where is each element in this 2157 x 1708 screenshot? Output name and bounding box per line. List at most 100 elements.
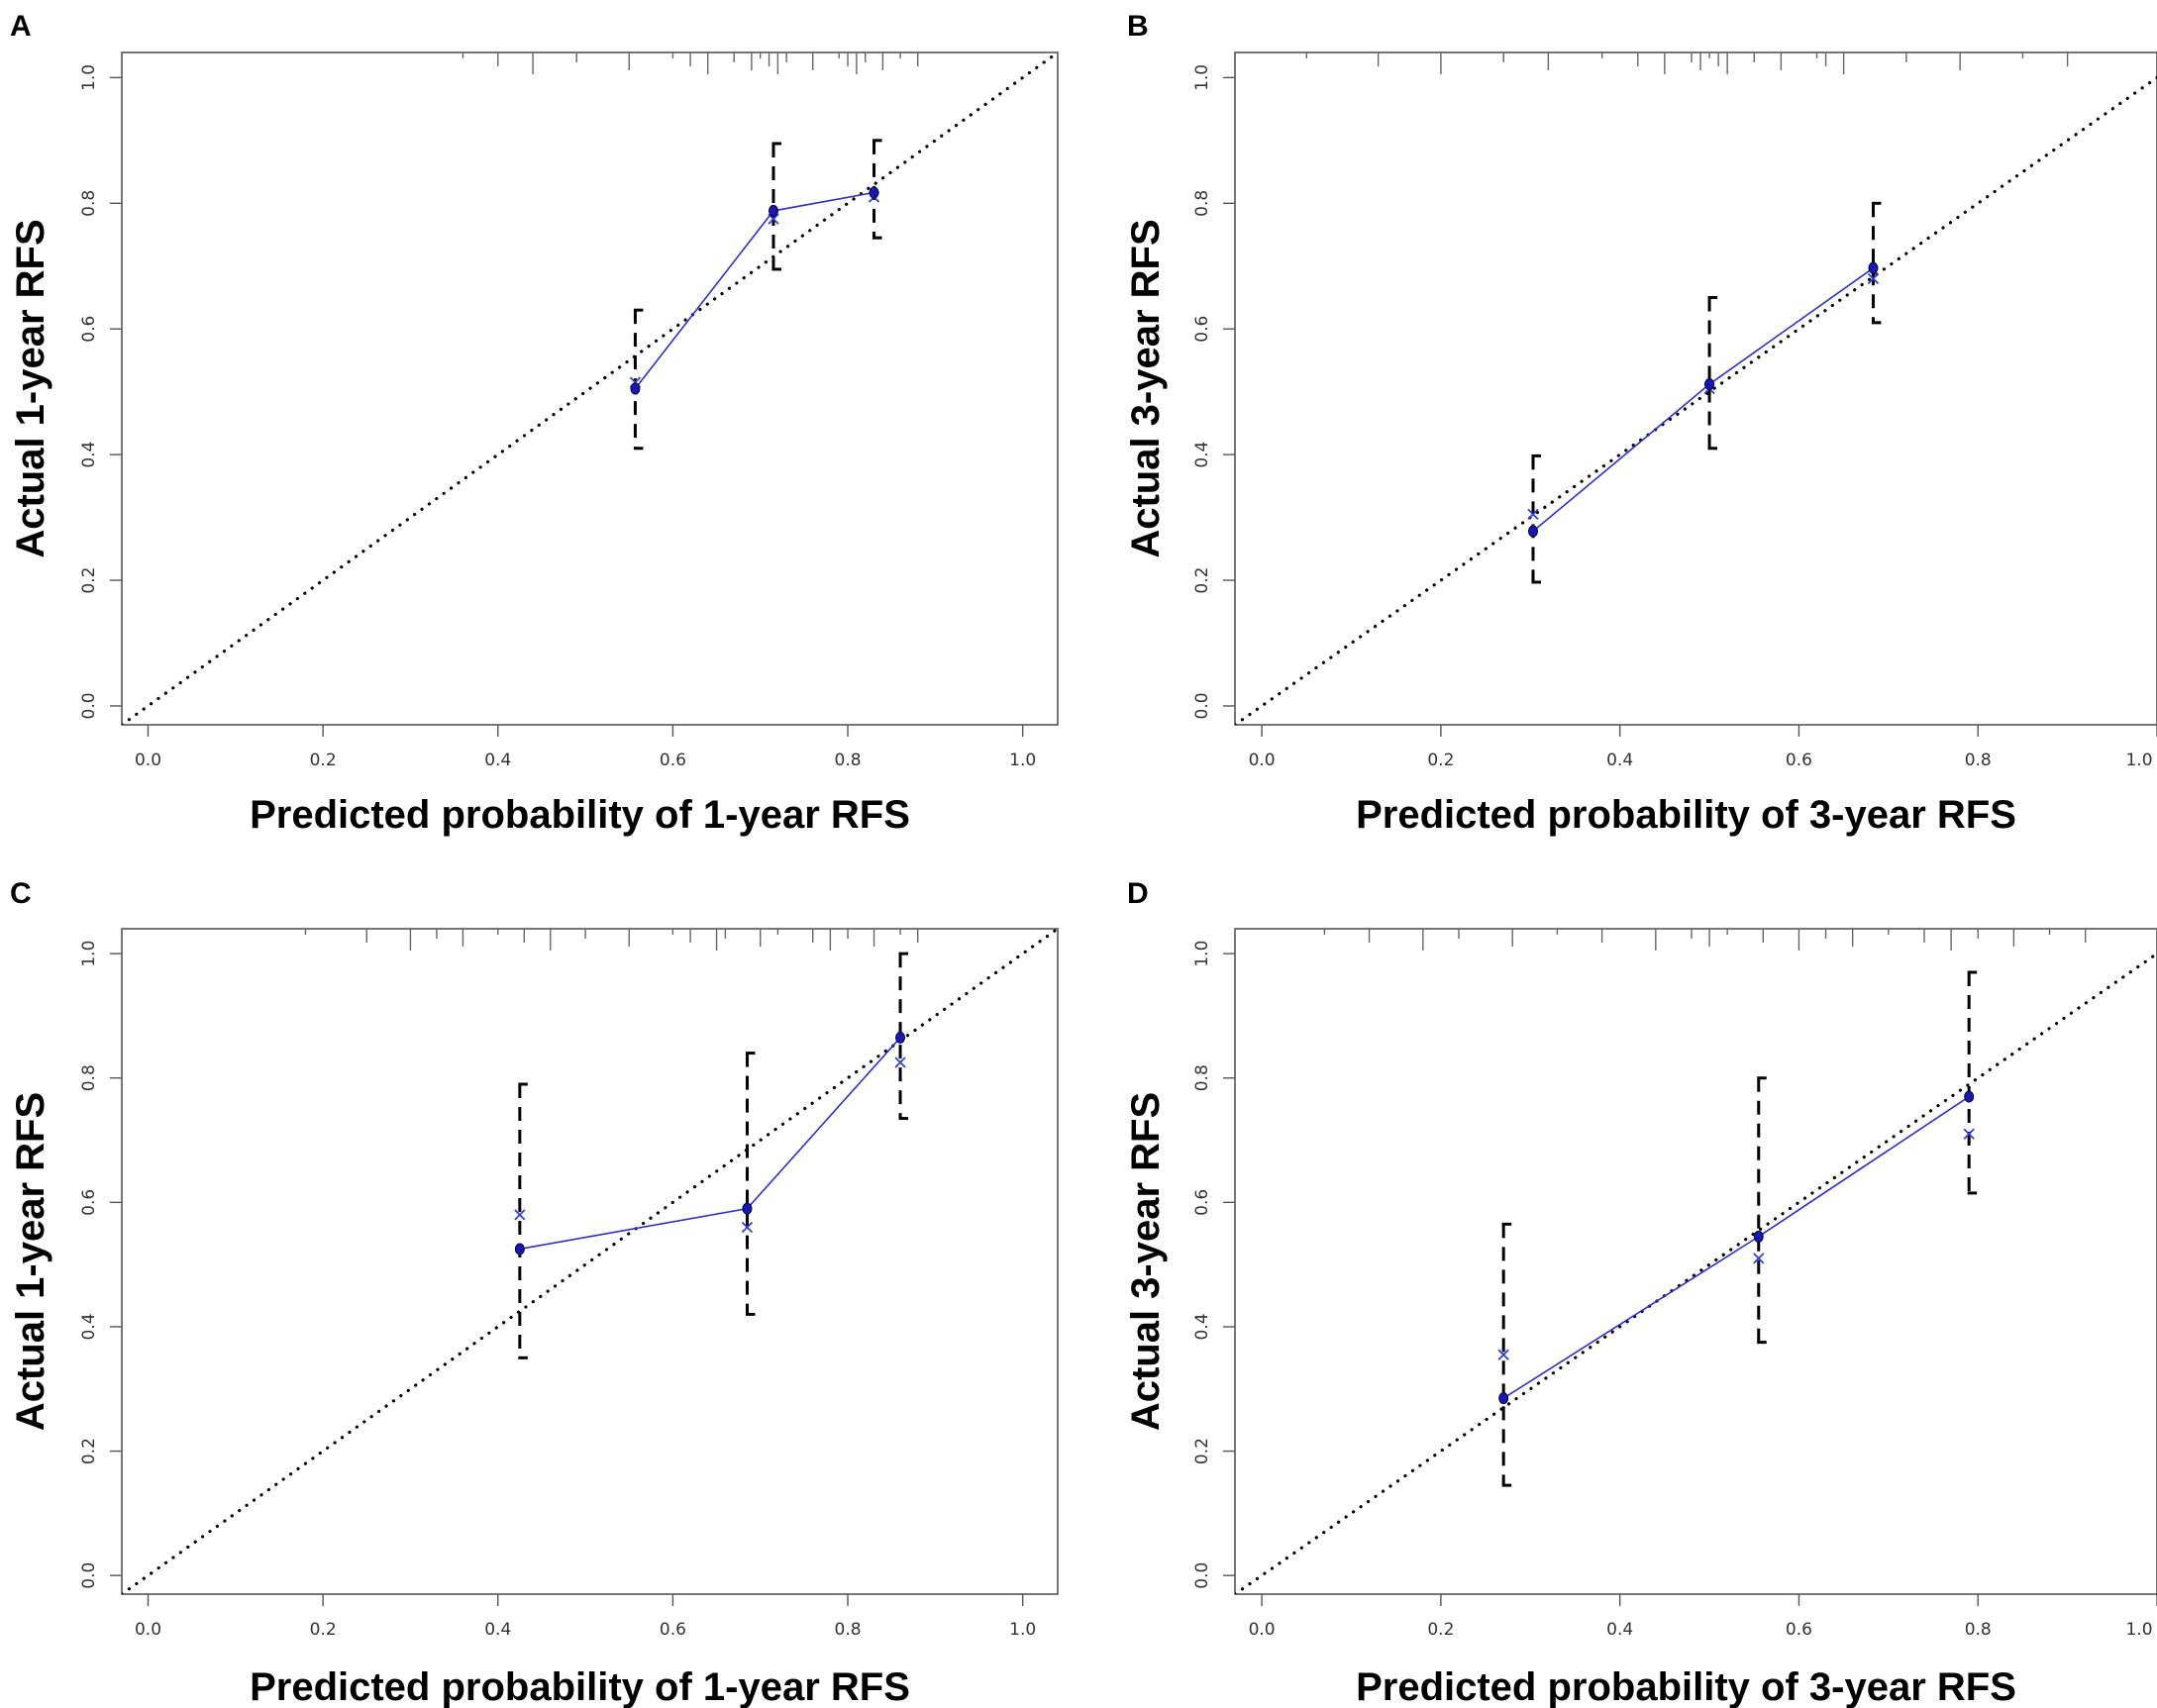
- y-axis-title: Actual 3-year RFS: [1124, 1092, 1168, 1431]
- y-tick-label: 0.6: [79, 1189, 99, 1216]
- plot-area: [1235, 52, 2157, 725]
- y-axis-title: Actual 1-year RFS: [9, 1092, 52, 1431]
- panel-d: D 0.0 0.2 0.4 0.6 0.8 1.0 0.0 0.2 0.4 0.6 0.8 1.0 Pre…: [1124, 877, 2157, 1708]
- panel-letter: C: [10, 877, 32, 910]
- y-tick-label: 1.0: [79, 941, 99, 967]
- plot-frame: [1234, 928, 2157, 1595]
- y-tick-label: 0.4: [1192, 442, 1212, 468]
- x-tick-label: 0.4: [484, 751, 511, 770]
- y-tick-label: 0.0: [79, 1562, 99, 1589]
- x-tick-label: 0.2: [310, 1620, 337, 1640]
- observed-point: [768, 204, 778, 217]
- y-tick-label: 0.4: [79, 1313, 99, 1340]
- x-tick-label: 0.4: [1606, 1620, 1633, 1640]
- panel-a: A 0.0 0.2 0.4 0.6 0.8 1.0 0.0 0.2 0.4 0.6 0.8 1.0 Pre…: [9, 10, 1059, 837]
- observed-point: [1964, 1090, 1975, 1103]
- y-tick-label: 0.2: [79, 567, 99, 594]
- x-tick-label: 0.8: [1965, 1620, 1992, 1640]
- ideal-diagonal-line: [1235, 952, 2157, 1594]
- y-tick-label: 0.8: [79, 1064, 99, 1091]
- corrected-point: [1867, 272, 1880, 285]
- x-axis-title: Predicted probability of 3-year RFS: [1356, 793, 2016, 837]
- y-tick-label: 0.2: [1192, 1438, 1212, 1464]
- y-tick-label: 0.0: [1192, 692, 1212, 719]
- x-tick-label: 0.6: [1786, 1620, 1812, 1640]
- observed-point: [1498, 1392, 1509, 1405]
- observed-point: [1527, 525, 1538, 538]
- y-axis-title: Actual 3-year RFS: [1124, 219, 1168, 557]
- calibration-line: [1502, 1095, 1970, 1399]
- panel-letter: B: [1127, 10, 1149, 43]
- calibration-line: [634, 191, 874, 389]
- x-tick-label: 0.6: [1786, 751, 1812, 770]
- x-tick-label: 0.2: [1427, 1620, 1454, 1640]
- x-tick-label: 0.4: [484, 1620, 511, 1640]
- y-tick-label: 0.4: [1192, 1313, 1212, 1340]
- observed-point: [895, 1031, 906, 1044]
- x-tick-label: 0.0: [1249, 1620, 1276, 1640]
- corrected-point: [768, 213, 779, 225]
- panel-letter: D: [1127, 877, 1149, 910]
- plot-frame: [121, 51, 1059, 726]
- y-tick-label: 0.2: [79, 1438, 99, 1464]
- observed-point: [869, 186, 879, 199]
- observed-point: [514, 1243, 525, 1256]
- plot-frame: [121, 928, 1059, 1595]
- y-tick-label: 0.4: [79, 442, 99, 468]
- observed-point: [742, 1202, 753, 1215]
- panel-b: B 0.0 0.2 0.4 0.6 0.8 1.0 0.0 0.2 0.4 0.6 0.8 1.0 Pre…: [1124, 10, 2157, 837]
- ideal-diagonal-line: [1235, 75, 2157, 725]
- corrected-point: [1497, 1349, 1509, 1360]
- x-tick-label: 0.2: [1427, 751, 1454, 770]
- calibration-line: [519, 1037, 901, 1251]
- x-tick-label: 0.8: [1965, 751, 1992, 770]
- x-tick-label: 0.8: [835, 751, 862, 770]
- x-tick-label: 1.0: [1009, 1620, 1036, 1640]
- panel-c: C 0.0 0.2 0.4 0.6 0.8 1.0 0.0 0.2 0.4 0.6 0.8 1.0 Pre…: [9, 877, 1059, 1708]
- y-tick-label: 0.0: [1192, 1562, 1212, 1589]
- x-tick-label: 0.0: [1249, 751, 1276, 770]
- y-axis-title: Actual 1-year RFS: [9, 219, 52, 557]
- y-tick-label: 0.6: [79, 316, 99, 343]
- ideal-diagonal-line: [122, 52, 1058, 725]
- corrected-point: [1963, 1128, 1975, 1140]
- x-tick-label: 1.0: [2125, 751, 2152, 770]
- x-tick-label: 1.0: [2125, 1620, 2152, 1640]
- y-tick-label: 0.8: [1192, 1064, 1212, 1091]
- observed-point: [1868, 261, 1879, 274]
- calibration-line: [1532, 267, 1874, 533]
- x-tick-label: 0.0: [135, 1620, 161, 1640]
- y-tick-label: 0.8: [79, 190, 99, 217]
- x-tick-label: 0.6: [660, 1620, 686, 1640]
- y-tick-label: 0.0: [79, 692, 99, 719]
- y-tick-label: 1.0: [1192, 941, 1212, 967]
- observed-point: [1753, 1230, 1764, 1243]
- x-tick-label: 0.6: [660, 751, 686, 770]
- observed-point: [1704, 378, 1715, 391]
- x-tick-label: 1.0: [1009, 751, 1036, 770]
- plot-area: [1235, 929, 2157, 1594]
- x-axis-title: Predicted probability of 1-year RFS: [250, 793, 910, 837]
- plot-area: [122, 929, 1058, 1594]
- corrected-point: [894, 1056, 906, 1068]
- x-axis-title: Predicted probability of 1-year RFS: [250, 1665, 910, 1708]
- y-tick-label: 0.2: [1192, 567, 1212, 594]
- plot-frame: [1234, 51, 2157, 726]
- observed-point: [630, 382, 641, 395]
- y-tick-label: 1.0: [1192, 64, 1212, 91]
- y-tick-label: 1.0: [79, 64, 99, 91]
- x-tick-label: 0.2: [310, 751, 337, 770]
- plot-area: [122, 52, 1058, 725]
- x-tick-label: 0.8: [835, 1620, 862, 1640]
- corrected-point: [1753, 1253, 1765, 1264]
- panel-letter: A: [10, 10, 32, 43]
- corrected-point: [1527, 508, 1539, 521]
- x-tick-label: 0.0: [135, 751, 161, 770]
- corrected-point: [741, 1221, 754, 1234]
- y-tick-label: 0.6: [1192, 316, 1212, 343]
- ideal-diagonal-line: [122, 929, 1058, 1594]
- x-tick-label: 0.4: [1606, 751, 1633, 770]
- y-tick-label: 0.8: [1192, 190, 1212, 217]
- corrected-point: [514, 1209, 526, 1221]
